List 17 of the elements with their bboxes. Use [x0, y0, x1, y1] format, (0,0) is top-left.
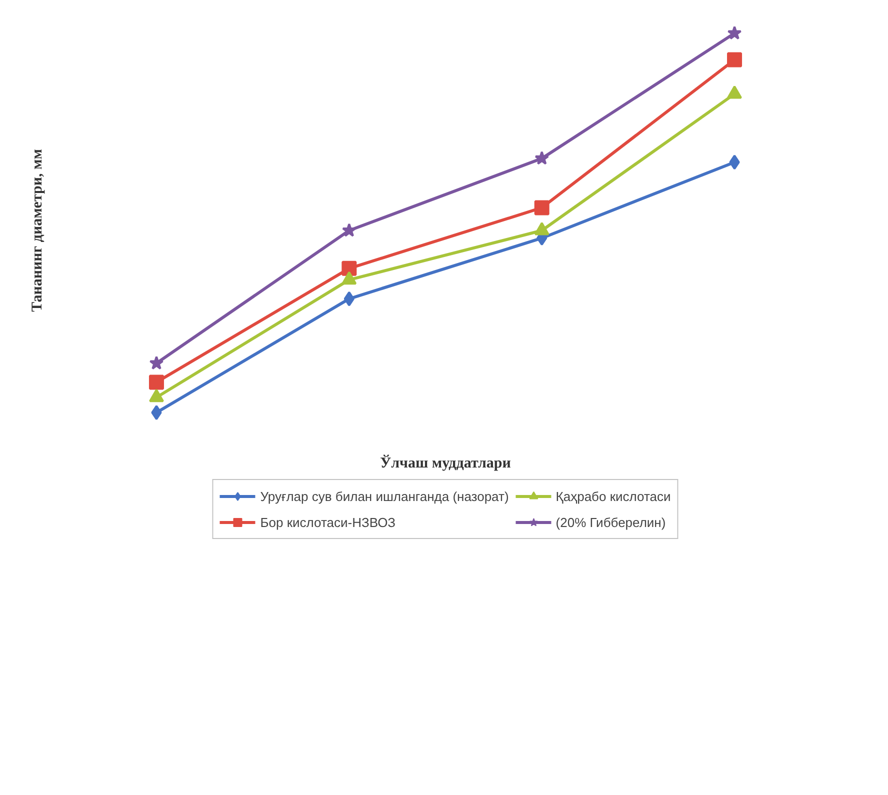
point	[342, 260, 357, 276]
point	[342, 223, 356, 237]
point	[149, 356, 164, 370]
y-axis-title: Тананинг диаметри, мм	[30, 149, 46, 312]
point	[148, 374, 164, 390]
point	[151, 405, 162, 420]
x-axis-title: Ўлчаш муддатлари	[380, 454, 512, 472]
point	[534, 200, 550, 216]
point	[727, 52, 742, 68]
point	[344, 291, 354, 306]
point	[727, 26, 742, 40]
legend-label: Бор кислотаси-НЗВОЗ	[260, 514, 396, 530]
legend-label: Қаҳрабо кислотаси	[556, 488, 671, 504]
point	[729, 154, 740, 170]
legend-label: Уруғлар сув билан ишланганда (назорат)	[260, 488, 509, 504]
legend-label: (20% Гибберелин)	[556, 514, 666, 530]
point	[534, 150, 550, 165]
